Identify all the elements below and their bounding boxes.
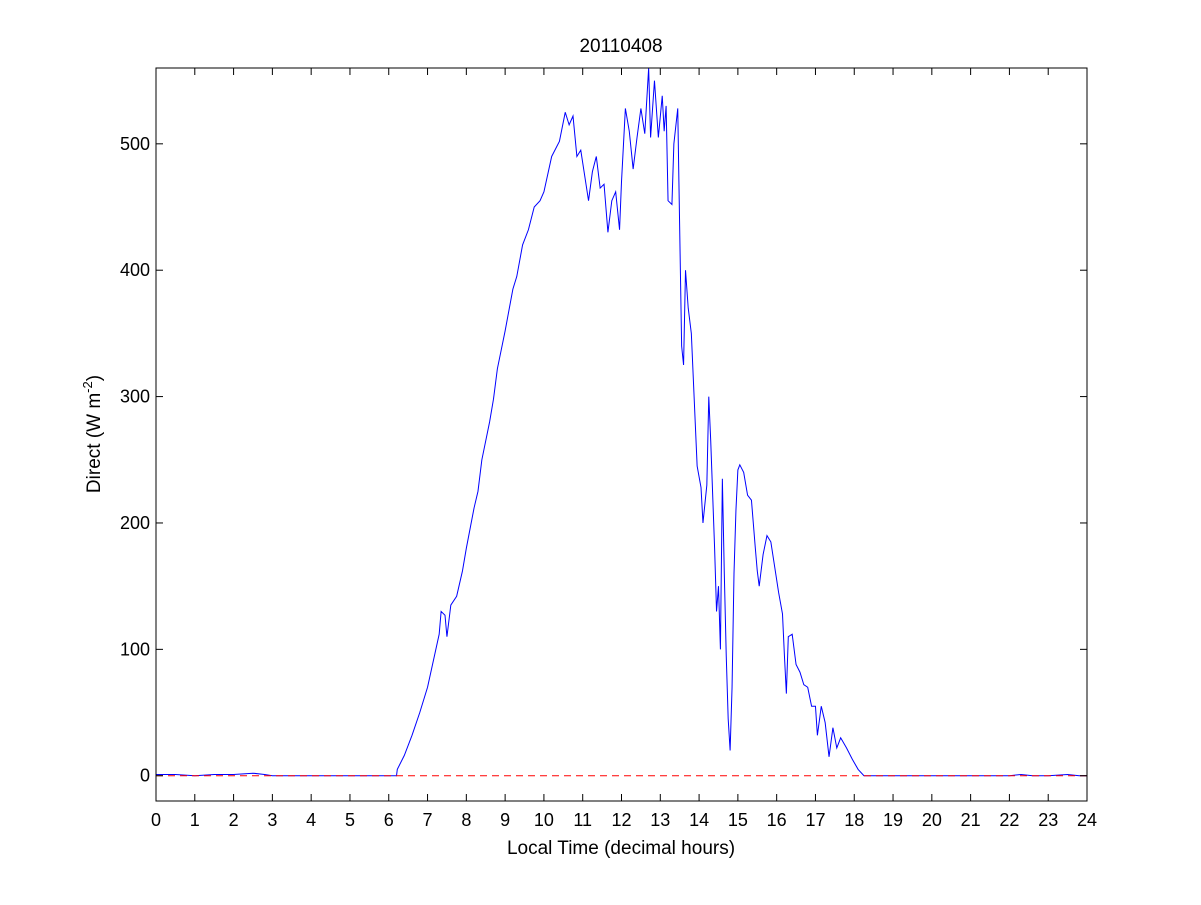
labels-layer: 20110408 Local Time (decimal hours) Dire… (80, 36, 735, 859)
x-tick-label: 13 (650, 810, 670, 830)
y-tick-label: 400 (120, 260, 150, 280)
x-tick-label: 22 (999, 810, 1019, 830)
x-tick-label: 23 (1038, 810, 1058, 830)
x-tick-label: 15 (728, 810, 748, 830)
x-tick-label: 1 (190, 810, 200, 830)
y-axis-title-prefix: Direct (W m (84, 393, 105, 493)
chart-title: 20110408 (579, 36, 662, 57)
x-tick-label: 11 (573, 810, 592, 830)
x-tick-label: 24 (1077, 810, 1097, 830)
x-tick-label: 17 (805, 810, 825, 830)
x-tick-label: 19 (883, 810, 903, 830)
x-tick-label: 3 (267, 810, 277, 830)
x-tick-label: 2 (229, 810, 239, 830)
y-tick-label: 300 (120, 387, 150, 407)
y-axis-title-suffix: ) (84, 375, 105, 381)
series-line (156, 67, 1087, 777)
x-tick-label: 4 (306, 810, 316, 830)
series-layer (156, 67, 1087, 777)
x-tick-label: 20 (922, 810, 942, 830)
x-tick-label: 6 (384, 810, 394, 830)
x-tick-label: 0 (151, 810, 161, 830)
x-tick-label: 8 (461, 810, 471, 830)
y-tick-label: 100 (120, 639, 150, 659)
x-tick-label: 18 (844, 810, 864, 830)
y-tick-label: 500 (120, 134, 150, 154)
x-tick-label: 7 (423, 810, 433, 830)
x-tick-label: 5 (345, 810, 355, 830)
axes-layer: 0 1 2 3 4 5 6 7 8 9 10 11 12 13 14 15 16 17 18 19 20 21 22 23 24… (120, 67, 1097, 830)
x-axis-title: Local Time (decimal hours) (507, 838, 735, 859)
y-axis-title: Direct (W m-2) (80, 375, 105, 493)
x-tick-label: 9 (500, 810, 510, 830)
x-tick-label: 12 (611, 810, 631, 830)
y-tick-label: 200 (120, 513, 150, 533)
x-tick-label: 16 (767, 810, 787, 830)
y-axis-title-superscript: -2 (80, 381, 95, 393)
x-tick-label: 14 (689, 810, 709, 830)
y-tick-label: 0 (140, 766, 150, 786)
x-tick-label: 10 (534, 810, 554, 830)
x-tick-label: 21 (961, 810, 981, 830)
